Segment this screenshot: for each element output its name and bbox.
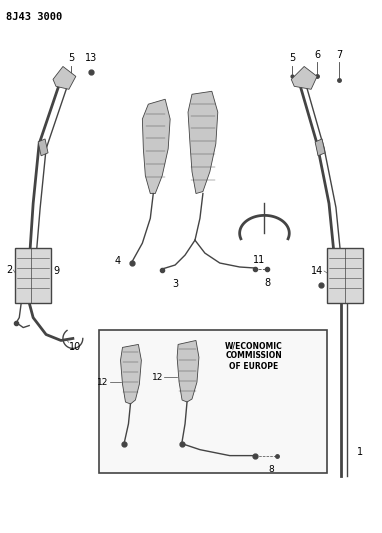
Text: 5: 5 — [289, 53, 295, 63]
Polygon shape — [142, 99, 170, 193]
Polygon shape — [315, 139, 325, 156]
Text: 5: 5 — [68, 53, 74, 63]
Bar — [99, 329, 327, 473]
Bar — [15, 248, 51, 303]
Text: 9: 9 — [53, 266, 59, 276]
Polygon shape — [291, 67, 317, 90]
Bar — [327, 248, 363, 303]
Text: 8: 8 — [264, 278, 270, 288]
Polygon shape — [38, 139, 48, 156]
Text: 11: 11 — [253, 255, 265, 265]
Text: 4: 4 — [114, 256, 120, 266]
Text: 10: 10 — [69, 342, 81, 352]
Text: 8: 8 — [269, 465, 274, 473]
Polygon shape — [177, 341, 199, 402]
Text: 6: 6 — [314, 50, 320, 60]
Text: 12: 12 — [152, 373, 163, 382]
Text: 14: 14 — [311, 266, 323, 276]
Text: 13: 13 — [84, 53, 97, 63]
Polygon shape — [53, 67, 76, 90]
Text: 12: 12 — [97, 378, 108, 386]
Polygon shape — [120, 344, 141, 404]
Text: 7: 7 — [336, 50, 342, 60]
Text: 3: 3 — [172, 279, 178, 289]
Text: 8J43 3000: 8J43 3000 — [6, 12, 63, 22]
Polygon shape — [188, 91, 218, 193]
Text: 2: 2 — [6, 265, 13, 275]
Text: 1: 1 — [357, 447, 363, 457]
Text: W/ECONOMIC
COMMISSION
OF EUROPE: W/ECONOMIC COMMISSION OF EUROPE — [225, 341, 283, 371]
